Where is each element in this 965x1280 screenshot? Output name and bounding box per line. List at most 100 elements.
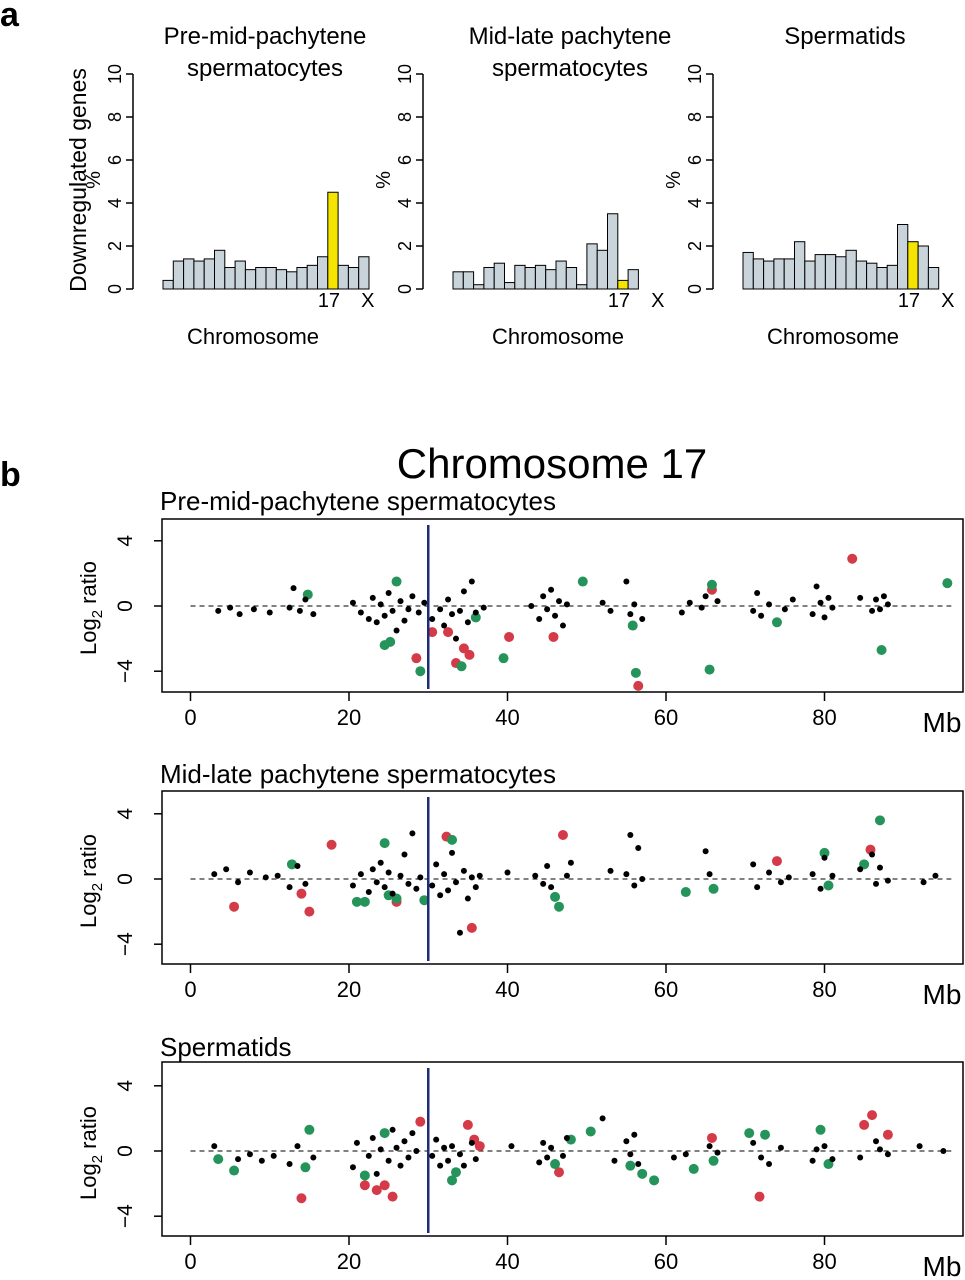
black-point <box>397 1162 404 1169</box>
black-point <box>369 1134 376 1141</box>
green-point <box>625 1160 636 1171</box>
black-point <box>460 867 467 874</box>
green-point <box>351 896 362 907</box>
green-point <box>627 620 638 631</box>
red-point <box>633 680 644 691</box>
black-point <box>599 599 606 606</box>
bar-chart-title: Spermatids <box>784 23 905 50</box>
black-point <box>405 606 412 613</box>
y-tick-label: 2 <box>105 241 125 251</box>
red-point <box>847 553 858 564</box>
green-point <box>385 636 396 647</box>
black-point <box>377 1146 384 1153</box>
black-point <box>682 1151 689 1158</box>
black-point <box>540 1139 547 1146</box>
red-point <box>304 906 315 917</box>
y-tick-label: 4 <box>395 198 415 208</box>
black-point <box>235 1156 242 1163</box>
bar-highlight-17 <box>907 241 919 290</box>
black-point <box>809 1157 816 1164</box>
black-point <box>670 1154 677 1161</box>
black-point <box>445 596 452 603</box>
black-point <box>817 885 824 892</box>
black-point <box>714 598 721 605</box>
black-point <box>536 616 543 623</box>
black-point <box>857 866 864 873</box>
black-point <box>552 612 559 619</box>
red-point <box>557 829 568 840</box>
bar <box>358 256 370 290</box>
black-point <box>750 607 757 614</box>
black-point <box>246 1151 253 1158</box>
bar <box>203 258 215 290</box>
black-point <box>563 872 570 879</box>
green-point <box>815 1124 826 1135</box>
green-point <box>771 617 782 628</box>
bar <box>534 264 547 290</box>
black-point <box>508 1143 515 1150</box>
black-point <box>429 1152 436 1159</box>
black-point <box>460 588 467 595</box>
black-point <box>401 617 408 624</box>
black-point <box>766 1161 773 1168</box>
black-point <box>809 611 816 618</box>
red-point <box>548 631 559 642</box>
bar <box>244 269 257 290</box>
black-point <box>409 830 416 837</box>
y-axis-label: Log2 ratio <box>76 834 106 928</box>
x-tick-label: 80 <box>812 977 836 1002</box>
black-point <box>544 606 551 613</box>
bar <box>493 262 506 290</box>
black-point <box>777 1144 784 1151</box>
bar <box>627 269 639 290</box>
black-point <box>236 611 243 618</box>
x-unit-label: Mb <box>923 1251 962 1280</box>
black-point <box>373 879 380 886</box>
black-point <box>441 622 448 629</box>
y-tick-label: 0 <box>685 284 705 294</box>
green-point <box>688 1163 699 1174</box>
bar-highlight-17 <box>327 191 339 290</box>
black-point <box>349 1164 356 1171</box>
black-point <box>623 1138 630 1145</box>
x-unit-label: Mb <box>923 979 962 1010</box>
red-point <box>771 856 782 867</box>
black-point <box>409 1130 416 1137</box>
black-point <box>540 880 547 887</box>
bar <box>462 271 475 290</box>
red-point <box>458 643 469 654</box>
black-point <box>829 604 836 611</box>
black-point <box>389 607 396 614</box>
bar <box>286 271 298 290</box>
black-point <box>405 880 412 887</box>
green-point <box>391 576 402 587</box>
red-point <box>882 1129 893 1140</box>
black-point <box>377 601 384 608</box>
red-point <box>379 1180 390 1191</box>
x-axis-label: Chromosome <box>187 324 319 349</box>
y-unit-label: % <box>663 171 685 189</box>
green-point <box>744 1128 755 1139</box>
black-point <box>452 635 459 642</box>
y-tick-label: 10 <box>105 64 125 84</box>
black-point <box>290 585 297 592</box>
black-point <box>369 594 376 601</box>
black-point <box>821 854 828 861</box>
black-point <box>415 609 422 616</box>
black-point <box>437 1162 444 1169</box>
black-point <box>464 895 471 902</box>
black-point <box>296 607 303 614</box>
bar <box>296 267 308 290</box>
red-point <box>867 1110 878 1121</box>
y-unit-label: % <box>83 171 105 189</box>
green-point <box>470 612 481 623</box>
bar <box>452 271 464 290</box>
y-tick-label: 10 <box>395 64 415 84</box>
black-point <box>876 1146 883 1153</box>
panel-a: Pre-mid-pachytene spermatocytes 0 2 4 6 8 10% 17… <box>65 23 955 349</box>
black-point <box>559 622 566 629</box>
black-point <box>353 1139 360 1146</box>
black-point <box>472 1156 479 1163</box>
y-label-log: Log <box>76 891 101 928</box>
black-point <box>876 864 883 871</box>
